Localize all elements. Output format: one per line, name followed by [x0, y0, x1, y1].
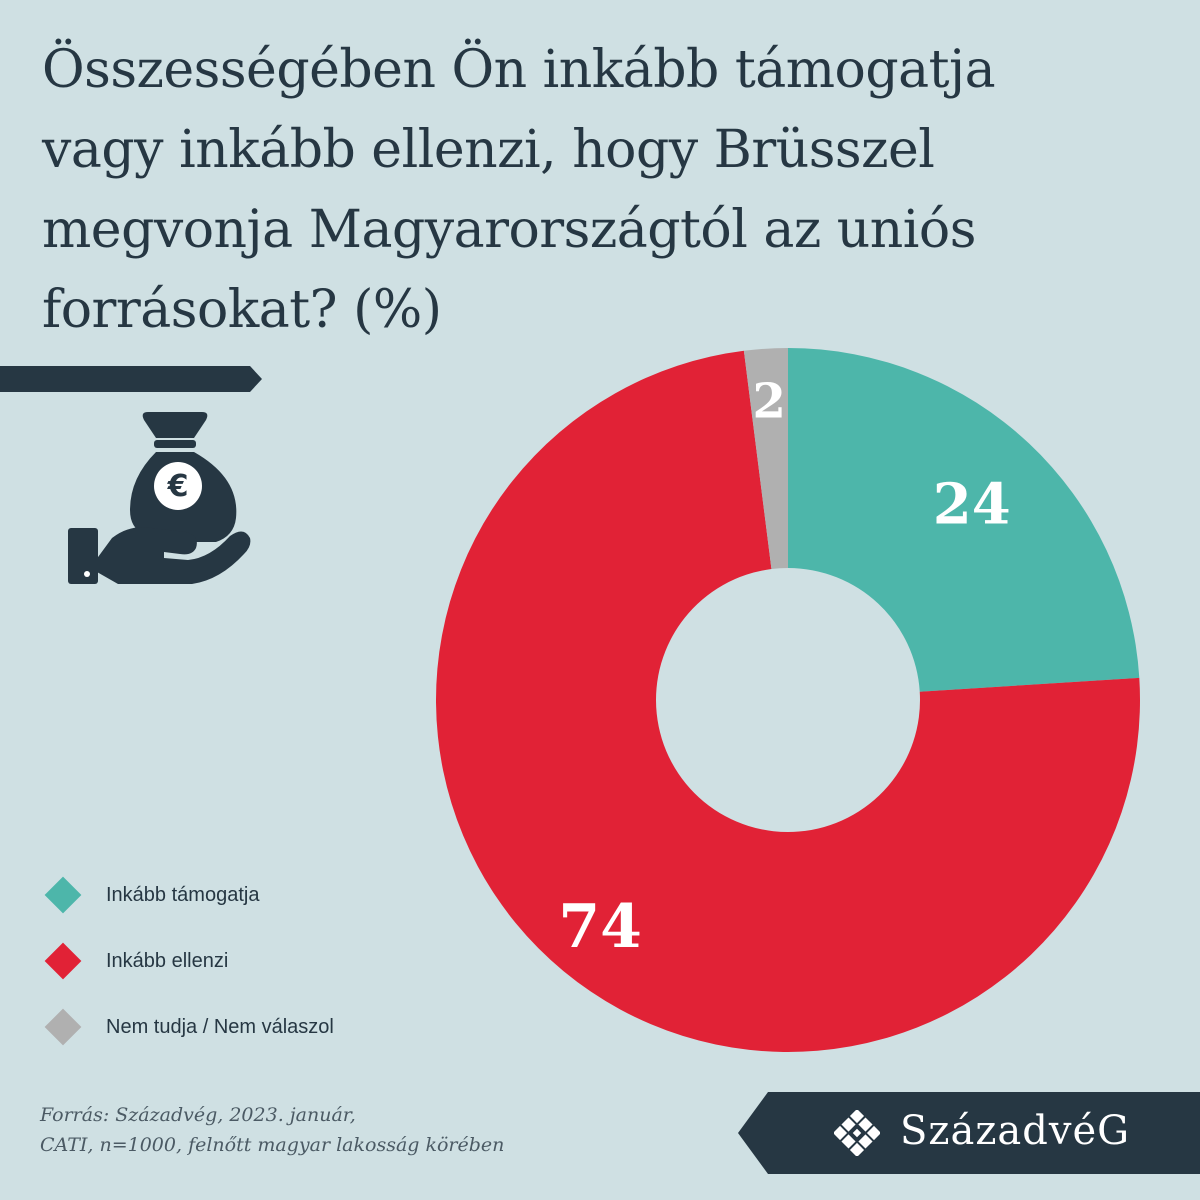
slice-value-dont-know: 2 [753, 373, 786, 429]
legend-label-oppose: Inkább ellenzi [106, 949, 229, 972]
title-line-3: megvonja Magyarországtól az uniós [42, 200, 976, 260]
title-line-1: Összességében Ön inkább támogatja [42, 40, 996, 100]
source-note: Forrás: Századvég, 2023. január, CATI, n… [40, 1100, 504, 1160]
brand-banner: SzázadvéG [738, 1092, 1200, 1174]
slice-dont-know [743, 348, 788, 570]
legend-marker-support [44, 876, 82, 914]
source-line-2: CATI, n=1000, felnőtt magyar lakosság kö… [40, 1134, 505, 1156]
chart-title: Összességében Ön inkább támogatja vagy i… [42, 30, 1162, 350]
svg-text:€: € [167, 469, 189, 504]
source-line-1: Forrás: Századvég, 2023. január, [40, 1104, 356, 1126]
brand-name: SzázadvéG [900, 1108, 1131, 1154]
divider-arrow [0, 366, 262, 392]
slice-value-oppose: 74 [558, 892, 642, 962]
title-line-2: vagy inkább ellenzi, hogy Brüsszel [42, 120, 935, 180]
legend: Inkább támogatja Inkább ellenzi Nem tudj… [40, 862, 334, 1060]
slice-value-support: 24 [933, 471, 1011, 537]
legend-label-dont-know: Nem tudja / Nem válaszol [106, 1015, 334, 1038]
slice-oppose [436, 350, 1140, 1052]
donut-chart: 24 74 2 [436, 348, 1140, 1052]
legend-label-support: Inkább támogatja [106, 883, 260, 906]
brand-logo-icon [834, 1110, 880, 1156]
legend-item-dont-know: Nem tudja / Nem válaszol [40, 994, 334, 1060]
slice-support [788, 348, 1140, 692]
money-bag-hand-icon: € [68, 412, 251, 584]
title-line-4: forrásokat? (%) [42, 280, 442, 340]
legend-item-oppose: Inkább ellenzi [40, 928, 334, 994]
legend-marker-oppose [44, 942, 82, 980]
legend-marker-dont-know [44, 1008, 82, 1046]
legend-item-support: Inkább támogatja [40, 862, 334, 928]
